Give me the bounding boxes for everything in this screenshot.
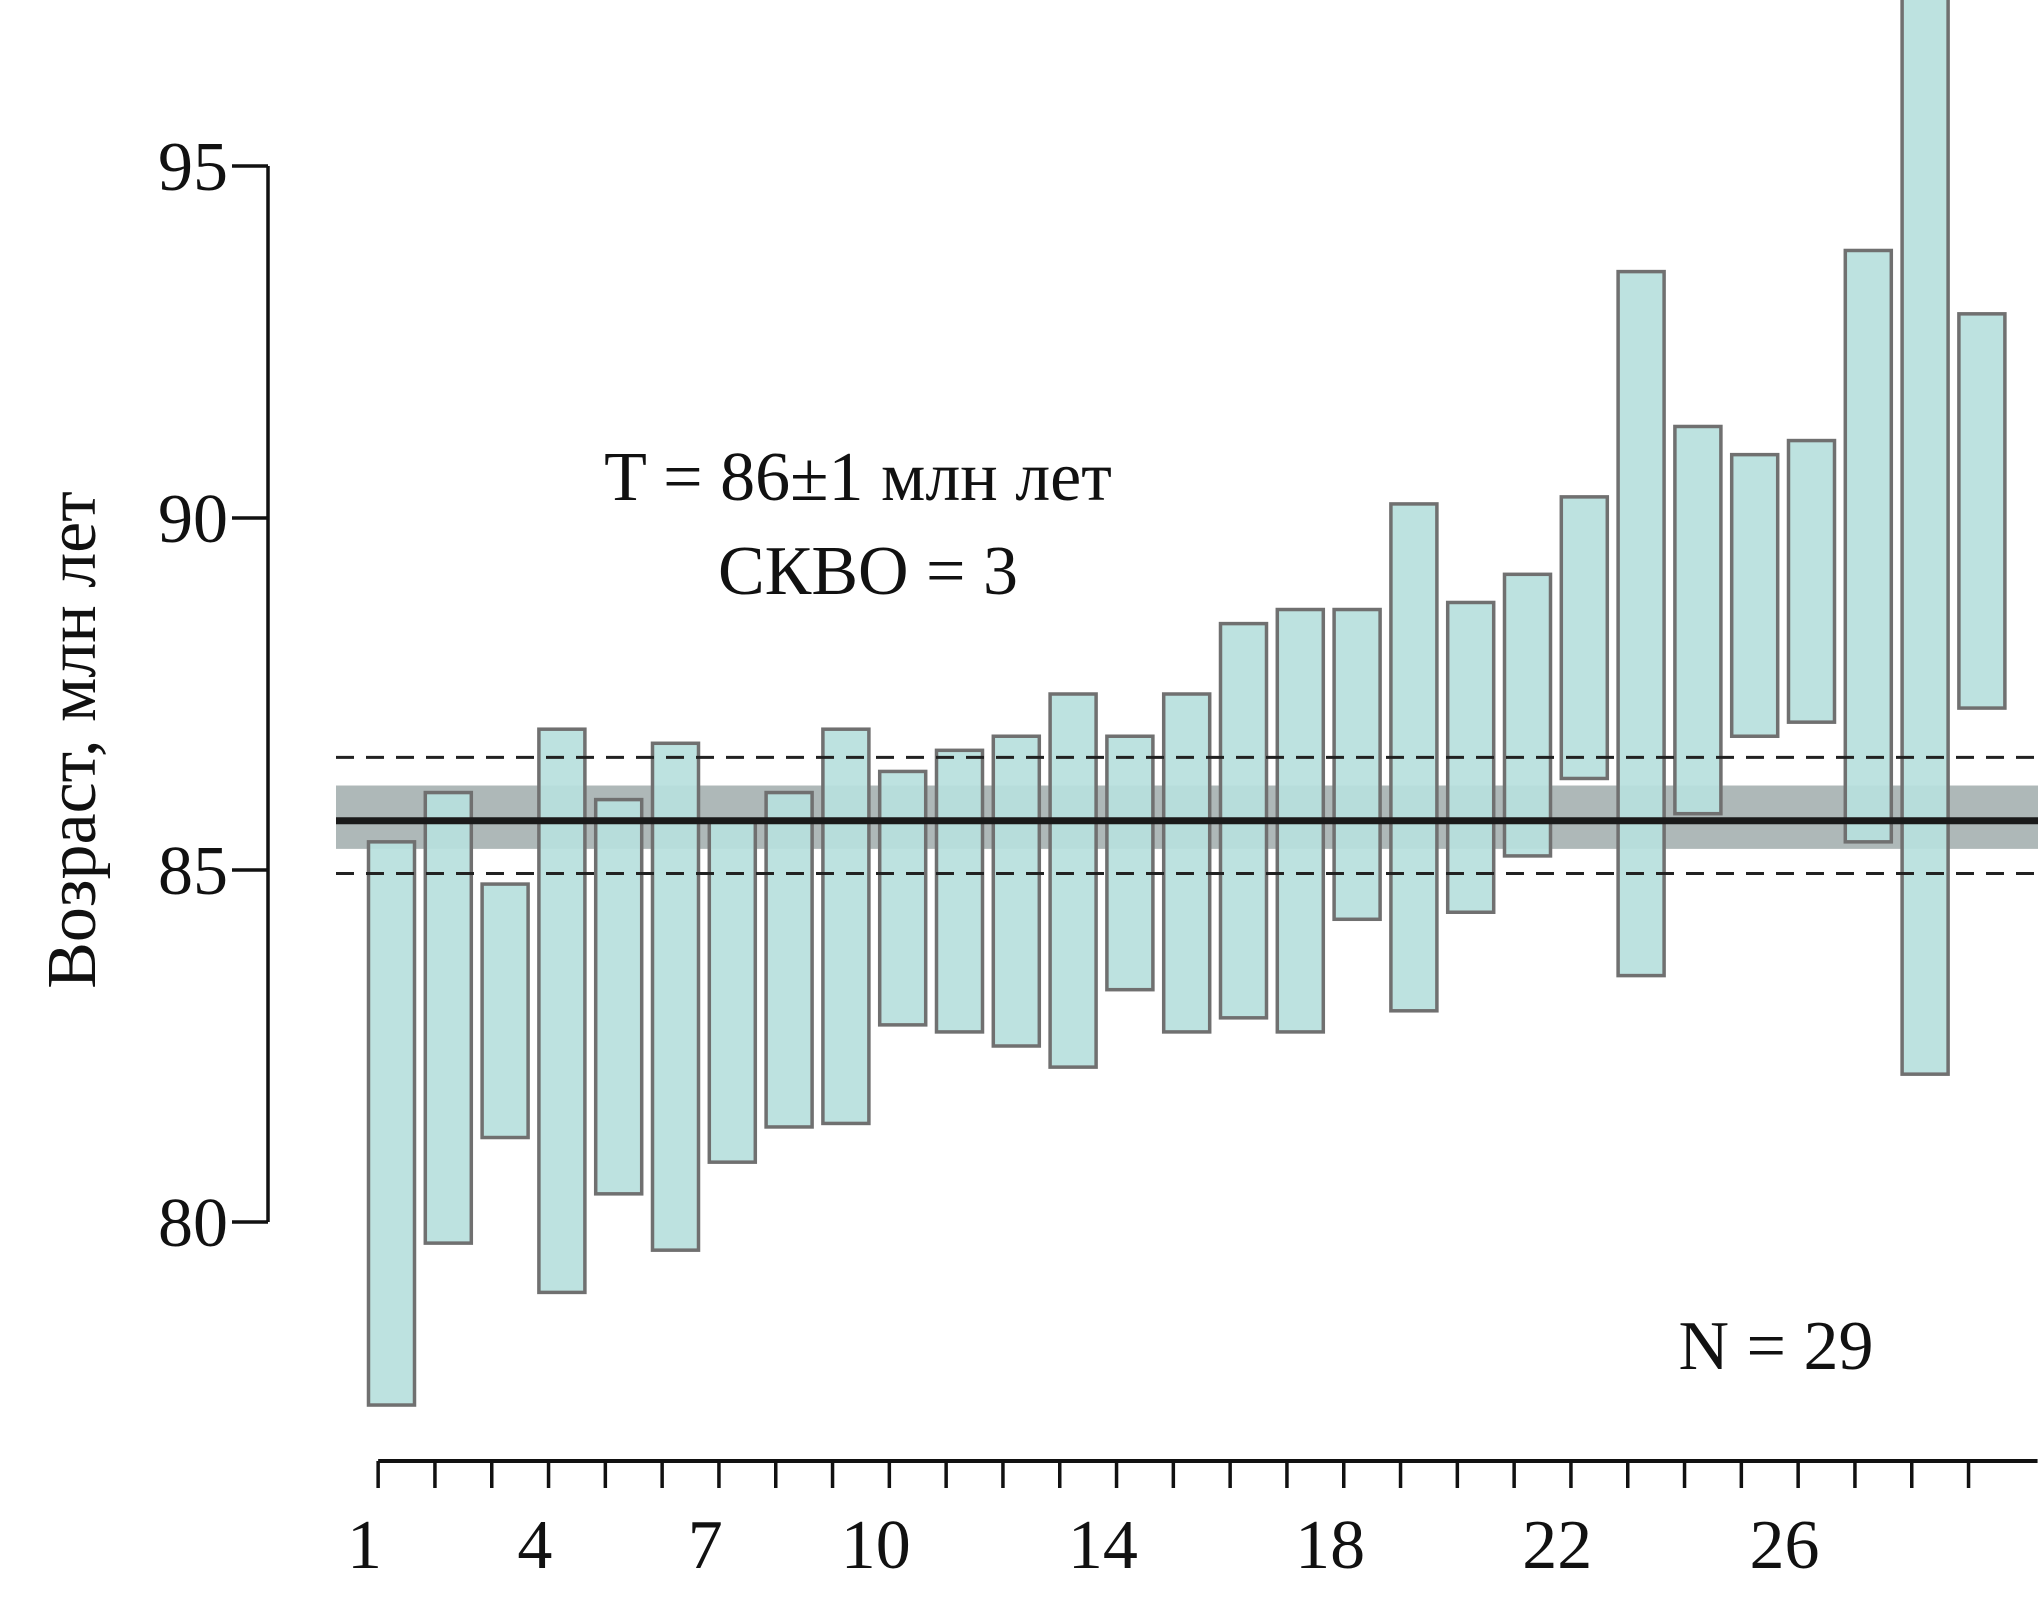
age-bar-4 xyxy=(537,727,587,1295)
age-bar-23 xyxy=(1616,269,1666,978)
age-bar-18 xyxy=(1332,607,1382,922)
age-bar-9 xyxy=(821,727,871,1126)
age-bar-5 xyxy=(593,797,644,1196)
x-tick-label-14: 14 xyxy=(1068,1507,1138,1584)
y-axis-title: Возраст, млн лет xyxy=(34,491,111,989)
age-bar-8 xyxy=(764,790,814,1129)
mean-lines-layer xyxy=(336,755,2038,876)
age-bar-27 xyxy=(1843,248,1894,844)
y-tick-label-85: 85 xyxy=(158,833,228,910)
x-tick-label-22: 22 xyxy=(1522,1507,1592,1584)
age-bar-3 xyxy=(480,882,530,1140)
age-bar-1 xyxy=(366,840,417,1407)
x-tick-label-10: 10 xyxy=(841,1507,911,1584)
x-tick-label-26: 26 xyxy=(1750,1507,1820,1584)
age-bar-13 xyxy=(1048,692,1098,1069)
y-tick-label-80: 80 xyxy=(158,1185,228,1262)
age-bar-21 xyxy=(1502,572,1553,858)
x-tick-label-7: 7 xyxy=(688,1507,723,1584)
x-tick-label-4: 4 xyxy=(517,1507,552,1584)
age-bar-7 xyxy=(707,818,758,1164)
age-bar-14 xyxy=(1105,734,1155,992)
age-bar-26 xyxy=(1786,438,1837,724)
annotation-mswd: СКВО = 3 xyxy=(718,533,1018,610)
age-bar-2 xyxy=(423,790,474,1245)
sample-count-label: N = 29 xyxy=(1678,1308,1873,1385)
labels-layer: T = 86±1 млн лет СКВО = 3 N = 29 Возраст… xyxy=(34,439,1874,1385)
age-bar-6 xyxy=(650,741,701,1252)
x-tick-label-18: 18 xyxy=(1295,1507,1365,1584)
age-bar-11 xyxy=(934,748,985,1034)
age-bar-28 xyxy=(1900,0,1950,1076)
age-bar-10 xyxy=(877,769,928,1027)
bars-layer xyxy=(366,0,2007,1407)
age-bar-29 xyxy=(1957,312,2007,710)
age-bar-22 xyxy=(1559,495,1610,781)
x-tick-label-1: 1 xyxy=(347,1507,382,1584)
y-tick-label-95: 95 xyxy=(158,129,228,206)
y-tick-label-90: 90 xyxy=(158,481,228,558)
annotation-result: T = 86±1 млн лет xyxy=(604,439,1112,516)
age-bar-15 xyxy=(1161,692,1212,1034)
age-bar-25 xyxy=(1729,452,1780,738)
age-bar-12 xyxy=(991,734,1042,1048)
age-bar-24 xyxy=(1673,424,1723,816)
